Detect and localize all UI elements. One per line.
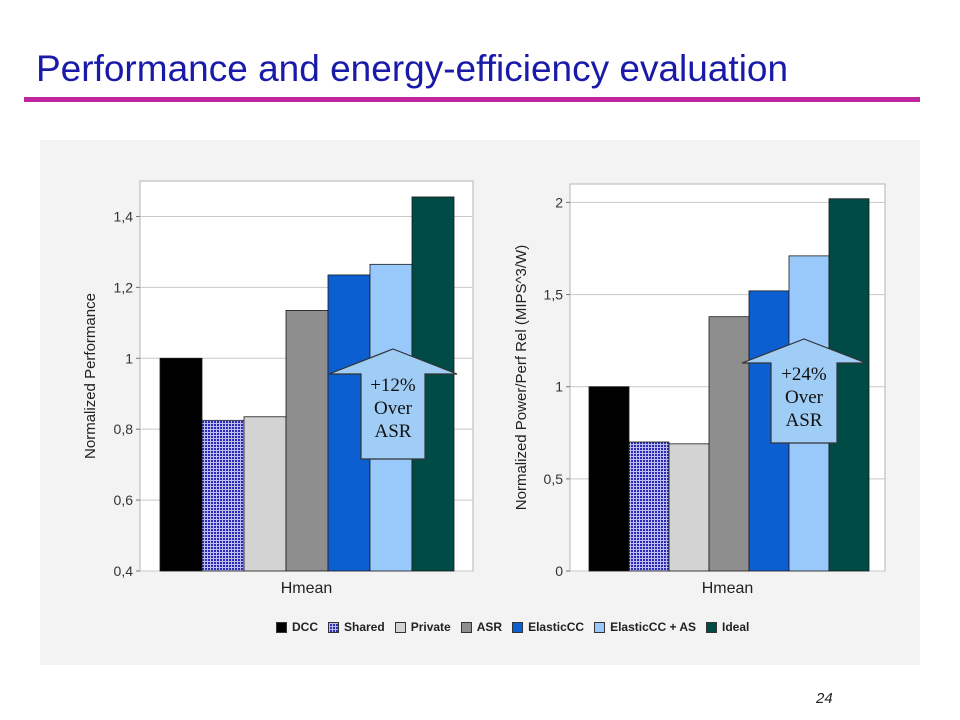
callout-left-line2: Over [374,398,412,419]
bar-private [668,443,710,572]
callout-right-text: +24% Over ASR [771,363,837,432]
chart-legend: DCC Shared Private ASR ElasticCC ElasticCC + … [276,618,759,636]
slide-title: Performance and energy-efficiency evalua… [36,48,789,89]
legend-item: ASR [460,620,503,634]
bar-shared [201,419,245,572]
y-tick-label: 0 [555,563,563,579]
legend-item: ElasticCC [512,620,584,634]
y-tick-label: 1,4 [114,208,134,224]
legend-swatch [706,621,718,633]
bar-asr [285,310,329,572]
y-tick-label: 0,5 [544,471,564,487]
legend-label: ASR [476,620,503,634]
y-axis-label: Normalized Performance [82,293,99,459]
bar-asr [708,316,750,572]
bar-dcc [159,357,203,572]
bar-private [243,416,287,572]
y-tick-label: 1,5 [544,287,564,303]
legend-swatch [512,621,524,633]
legend-label: DCC [292,620,318,634]
legend-item: Ideal [706,620,749,634]
legend-item: DCC [276,620,318,634]
callout-arrow-shape [328,348,458,460]
title-underline [24,97,920,102]
legend-label: ElasticCC + AS [610,620,697,634]
legend-item: Shared [328,620,385,634]
legend-swatch [328,621,339,633]
y-tick-label: 1 [555,379,563,395]
callout-arrow-shape [741,338,867,444]
page-number: 24 [816,690,833,707]
callout-right-line3: ASR [785,410,823,431]
callout-right-line2: Over [785,387,823,408]
x-category-label: Hmean [702,580,754,597]
callout-left-text: +12% Over ASR [360,374,426,443]
legend-label: ElasticCC [528,620,585,634]
bar-shared [628,441,670,572]
chart-1: 0,4 0,6 0,8 1 1,2 1,4 Hmean Normalized Performa… [82,180,474,597]
y-tick-label: 2 [555,194,563,210]
y-tick-label: 0,6 [114,492,134,508]
y-axis-label: Normalized Power/Perf Rel (MIPS^3/W) [513,245,530,510]
legend-label: Private [410,620,451,634]
legend-item: Private [394,620,451,634]
legend-swatch [460,621,472,633]
legend-label: Shared [344,620,385,634]
callout-left-line3: ASR [374,421,412,442]
callout-left-line1: +12% [370,375,416,396]
callout-right-line1: +24% [781,364,827,385]
legend-swatch [394,621,406,633]
y-tick-label: 1,2 [114,279,134,295]
y-tick-label: 0,4 [114,563,134,579]
legend-label: Ideal [722,620,750,634]
legend-item: ElasticCC + AS [594,620,696,634]
bar-dcc [588,386,630,572]
x-category-label: Hmean [281,580,333,597]
legend-swatch [594,621,606,633]
legend-swatch [276,621,287,633]
y-tick-label: 0,8 [114,421,134,437]
chart-2: 0 0,5 1 1,5 2 Hmean Normalized Power/Perf Rel … [513,183,886,597]
y-tick-label: 1 [125,350,133,366]
